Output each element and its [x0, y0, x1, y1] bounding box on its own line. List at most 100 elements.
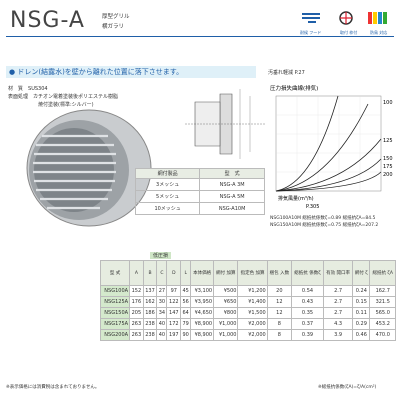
cell: ¥3,100 [190, 285, 215, 297]
cell: 186 [142, 307, 158, 319]
icon-label: 取付 枠付 [340, 30, 358, 35]
header-row: 型 式 A B C D L 本体価格 網付 加算 指定色 加算 梱包 入数 総抵抗 係数ζ 有効 開口… [99, 260, 396, 286]
x-axis-label: 排気風量(m³/h) [278, 195, 314, 202]
cell: 10メッシュ [134, 202, 201, 215]
header-cell: 網付 加算 [213, 260, 239, 286]
cell: ¥1,400 [237, 296, 268, 308]
cell: 20 [266, 285, 293, 297]
spec-value: SUS304 [28, 86, 48, 92]
cell: 56 [180, 296, 192, 308]
spec-value: カチオン電着塗装後ポリエステル樹脂 [33, 94, 119, 100]
cell: 0.11 [352, 307, 371, 319]
header-cell: D [166, 260, 182, 286]
cell: NSG100A [99, 285, 131, 297]
spec-table: 型 式 A B C D L 本体価格 網付 加算 指定色 加算 梱包 入数 総抵抗 係数ζ 有効 開口… [99, 260, 396, 341]
cell: 2.7 [322, 307, 354, 319]
cell: 97 [166, 285, 182, 297]
cell: NSG125A [99, 296, 131, 308]
spec-note: 焼付塗装(標準:シルバー) [38, 102, 94, 108]
header-cell: 総抵抗 ζA [369, 260, 396, 286]
chart-note: NSG100A10M 総抵抗係数ζ=0.89 総抵抗ζA=84.5 [270, 216, 376, 221]
cell: NSG-A10M [199, 202, 265, 215]
header-cell: 指定色 加算 [237, 260, 268, 286]
spec-label: 表面処理 [8, 94, 29, 100]
dimension-drawing [185, 89, 265, 159]
header-cell: 型 式 [99, 260, 131, 286]
title: NSG-A [10, 8, 85, 33]
header-cell: 本体価格 [190, 260, 215, 286]
header-cell: C [156, 260, 168, 286]
cell: ¥1,000 [213, 318, 239, 330]
cell: 0.29 [352, 318, 371, 330]
spec: 表面処理 カチオン電着塗装後ポリエステル樹脂 [8, 93, 118, 100]
banner: ● ドレン(結露水)を壁から離れた位置に落下させます。 [9, 68, 184, 76]
cell: 263 [129, 318, 144, 330]
cell: 0.24 [352, 285, 371, 297]
icon-label: 防鳥 対応 [370, 30, 388, 35]
cell: 5メッシュ [134, 190, 201, 203]
cell: NSG175A [99, 318, 131, 330]
cell: 263 [129, 329, 144, 341]
subtitle: 横ガラリ [102, 24, 125, 30]
header-cell: 網付 ζ [352, 260, 371, 286]
cell: 3.9 [322, 329, 354, 341]
cell: 238 [142, 329, 158, 341]
rule [6, 36, 394, 37]
cell: 0.15 [352, 296, 371, 308]
cell: 152 [129, 285, 144, 297]
note: 汚垂れ軽減 [268, 70, 294, 76]
cell: 12 [266, 296, 293, 308]
cell: ¥1,500 [237, 307, 268, 319]
cell: 34 [156, 307, 168, 319]
cell: 162 [142, 296, 158, 308]
cell: 0.46 [352, 329, 371, 341]
cell: 172 [166, 318, 182, 330]
cell: NSG200A [99, 329, 131, 341]
chart-note: NSG150A10M 総抵抗係数ζ=0.75 総抵抗ζA=207.2 [270, 223, 379, 228]
cell: 205 [129, 307, 144, 319]
cell: 197 [166, 329, 182, 341]
page-ref: P.27 [294, 70, 305, 76]
cell: 4.3 [322, 318, 354, 330]
spec-label: 材 質 [8, 86, 24, 92]
cell: ¥1,000 [213, 329, 239, 341]
cell: 162.7 [369, 285, 396, 297]
cell: 2.7 [322, 285, 354, 297]
header-row: 網付製品型 式 [134, 168, 265, 179]
cell: ¥2,000 [237, 329, 268, 341]
row: 3メッシュ NSG-A 3M [134, 178, 265, 191]
cell: 8 [266, 329, 293, 341]
spec: 材 質 SUS304 [8, 85, 48, 92]
curve-label: 125 [383, 138, 393, 144]
header-cell: B [142, 260, 158, 286]
cell: 565.0 [369, 307, 396, 319]
row: NSG200A 263 238 40 197 90 ¥8,900 ¥1,000 ¥2,000 8 0… [99, 329, 396, 341]
cell: NSG150A [99, 307, 131, 319]
mesh-table: 網付製品型 式 3メッシュ NSG-A 3M 5メッシュ NSG-A 5M 10メッシュ N… [134, 168, 265, 215]
cell: 8 [266, 318, 293, 330]
cell: NSG-A 3M [199, 178, 265, 191]
curve-label: 175 [383, 164, 393, 170]
row: 5メッシュ NSG-A 5M [134, 190, 265, 203]
header-cell: 総抵抗 係数ζ [291, 260, 324, 286]
subtitle: 厚型グリル [102, 14, 130, 20]
cell: 176 [129, 296, 144, 308]
cell: ¥2,000 [237, 318, 268, 330]
cell: ¥800 [213, 307, 239, 319]
icon-label: 耐候 フード [300, 30, 322, 35]
cell: 0.39 [291, 329, 324, 341]
header-cell: 有効 開口率 [322, 260, 354, 286]
cell: 122 [166, 296, 182, 308]
cell: 0.43 [291, 296, 324, 308]
cell: 0.37 [291, 318, 324, 330]
curve-label: 150 [383, 156, 393, 162]
cell: 40 [156, 318, 168, 330]
curve-label: 100 [383, 100, 393, 106]
header-cell: 型 式 [199, 168, 265, 179]
cell: 30 [156, 296, 168, 308]
cell: 238 [142, 318, 158, 330]
cell: 147 [166, 307, 182, 319]
row: NSG125A 176 162 30 122 56 ¥3,950 ¥650 ¥1,400 12 0.… [99, 296, 396, 308]
row: NSG150A 205 186 34 147 64 ¥4,650 ¥800 ¥1,500 12 0.… [99, 307, 396, 319]
chart-title: 圧力損失曲線(排気) [270, 84, 318, 92]
